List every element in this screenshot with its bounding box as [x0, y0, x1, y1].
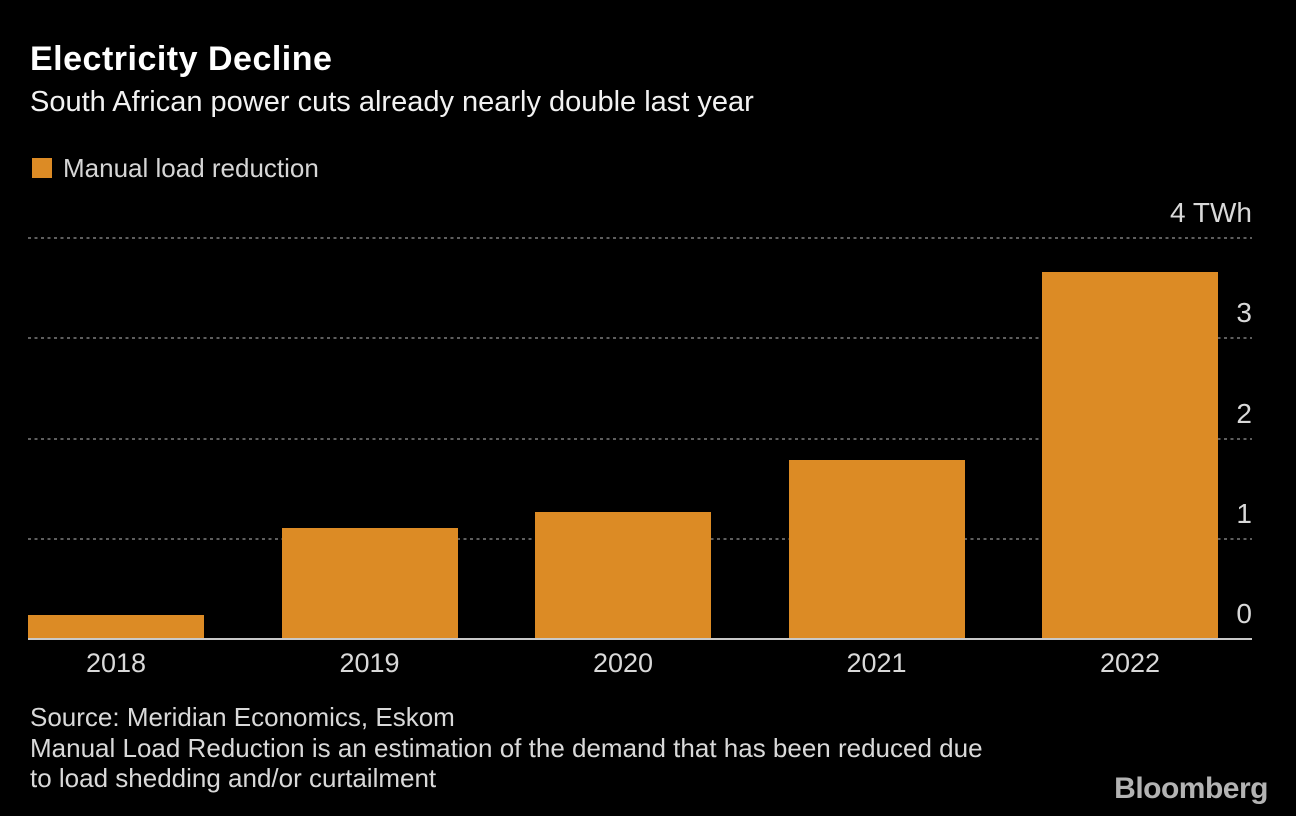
gridline-3	[28, 337, 1252, 340]
bar-2022	[1042, 272, 1218, 638]
legend-swatch-icon	[32, 158, 52, 178]
y-axis-label-4: 4 TWh	[1170, 197, 1252, 228]
bloomberg-logo: Bloomberg	[1114, 772, 1268, 805]
note-line-1: Manual Load Reduction is an estimation o…	[30, 732, 983, 763]
x-axis-label-2021: 2021	[846, 648, 907, 678]
x-axis-label-2020: 2020	[592, 648, 654, 678]
x-axis-label-2019: 2019	[339, 648, 400, 678]
footer: Source: Meridian Economics, Eskom Manual…	[30, 702, 983, 794]
note-line-2: to load shedding and/or curtailment	[30, 763, 437, 793]
gridline-4	[28, 237, 1252, 239]
x-axis-label-2018: 2018	[85, 648, 147, 678]
chart-title: Electricity Decline	[30, 40, 333, 78]
legend: Manual load reduction	[32, 152, 319, 183]
x-axis-line	[28, 638, 1252, 640]
plot-area: 0 1 2 3 4 TWh 2018 2019 2020 2021 2022	[28, 199, 1252, 678]
y-axis-label-0: 0	[1236, 598, 1252, 629]
bar-2018	[28, 615, 204, 638]
y-axis-label-1: 1	[1236, 497, 1252, 529]
bar-2021	[788, 460, 965, 638]
legend-label: Manual load reduction	[63, 152, 319, 183]
source-line: Source: Meridian Economics, Eskom	[30, 702, 455, 732]
x-axis-label-2022: 2022	[1099, 648, 1161, 678]
bar-2020	[535, 512, 711, 638]
y-axis-label-2: 2	[1236, 397, 1252, 429]
bar-2019	[281, 528, 458, 638]
gridline-2	[28, 437, 1252, 440]
chart-subtitle: South African power cuts already nearly …	[30, 86, 754, 118]
y-axis-label-3: 3	[1236, 297, 1252, 329]
